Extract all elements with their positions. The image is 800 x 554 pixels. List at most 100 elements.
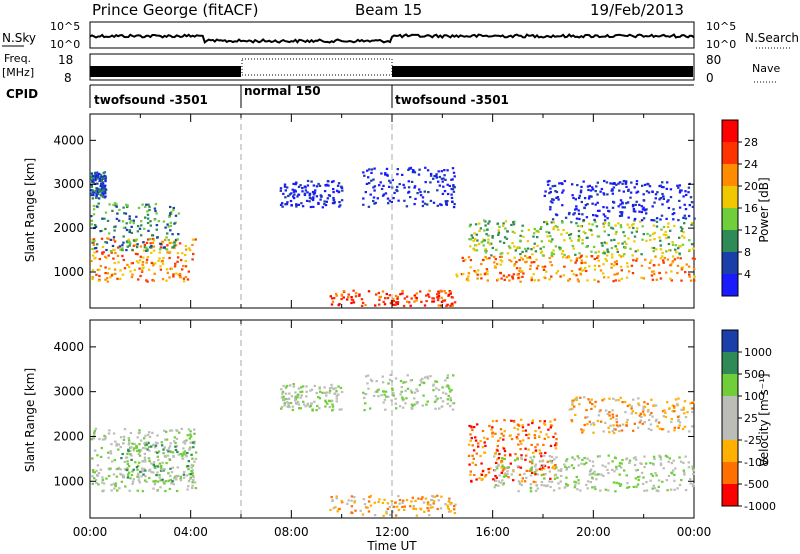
data-cell [433,175,436,178]
data-cell [408,167,411,170]
data-cell [599,489,602,492]
data-cell [292,383,295,386]
data-cell [499,252,502,255]
data-cell [187,270,190,273]
data-cell [174,445,177,448]
data-cell [555,190,559,194]
data-cell [434,395,437,398]
data-cell [447,507,450,511]
data-cell [309,205,313,209]
data-cell [310,402,313,405]
data-cell [179,475,182,478]
data-cell [95,187,99,190]
data-cell [177,453,180,456]
data-cell [174,238,178,242]
data-cell [304,189,308,192]
data-cell [539,227,542,231]
data-cell [155,228,158,231]
data-cell [557,469,560,472]
data-cell [509,434,512,437]
data-cell [185,248,188,251]
data-cell [328,406,331,409]
data-cell [98,197,101,200]
data-cell [501,483,505,486]
data-cell [453,175,456,178]
data-cell [596,256,599,259]
data-cell [346,298,349,301]
data-cell [154,450,157,454]
data-cell [413,300,416,303]
data-cell [606,193,609,196]
data-cell [586,487,589,490]
data-cell [548,192,551,195]
data-cell [328,399,331,402]
data-cell [168,276,171,279]
data-cell [315,195,319,198]
data-cell [630,264,634,267]
data-cell [180,259,183,262]
data-cell [386,507,390,510]
data-cell [583,456,586,460]
data-cell [93,471,96,474]
data-cell [125,456,129,459]
data-cell [578,256,581,259]
data-cell [682,469,685,472]
data-cell [186,488,189,491]
data-cell [97,472,101,475]
data-cell [130,262,133,265]
data-cell [562,189,565,192]
data-cell [688,239,691,242]
data-cell [328,389,332,392]
data-cell [610,226,613,229]
data-cell [553,467,556,470]
data-cell [191,238,195,241]
data-cell [166,232,169,235]
data-cell [130,474,134,477]
data-cell [127,240,131,243]
data-cell [159,248,162,251]
data-cell [187,485,190,488]
data-cell [607,426,610,429]
data-cell [189,478,192,481]
data-cell [580,185,583,188]
data-cell [669,229,672,232]
data-cell [601,244,604,247]
data-cell [385,167,389,170]
data-cell [428,289,431,292]
data-cell [480,478,483,481]
data-cell [617,182,620,185]
data-cell [94,174,97,177]
data-cell [631,398,635,401]
data-cell [505,237,509,240]
data-cell [532,480,535,483]
data-cell [552,249,555,252]
data-cell [549,187,552,190]
data-cell [312,193,316,196]
data-cell [669,196,673,199]
data-cell [350,499,353,502]
data-cell [572,273,575,276]
data-cell [460,273,464,276]
data-cell [174,244,178,247]
data-cell [151,443,155,446]
data-cell [501,457,504,460]
data-cell [319,390,322,393]
data-cell [516,246,519,249]
data-cell [382,514,385,517]
data-cell [394,303,397,306]
data-cell [626,482,629,485]
data-cell [618,424,622,427]
data-cell [512,273,516,276]
data-cell [493,469,497,472]
data-cell [653,487,657,490]
data-cell [373,185,377,188]
data-cell [689,279,693,282]
data-cell [121,273,125,276]
data-cell [126,263,129,266]
data-cell [335,294,338,297]
data-cell [618,181,622,184]
data-cell [520,256,523,259]
data-cell [511,277,515,280]
data-cell [631,205,635,208]
data-cell [652,455,656,458]
